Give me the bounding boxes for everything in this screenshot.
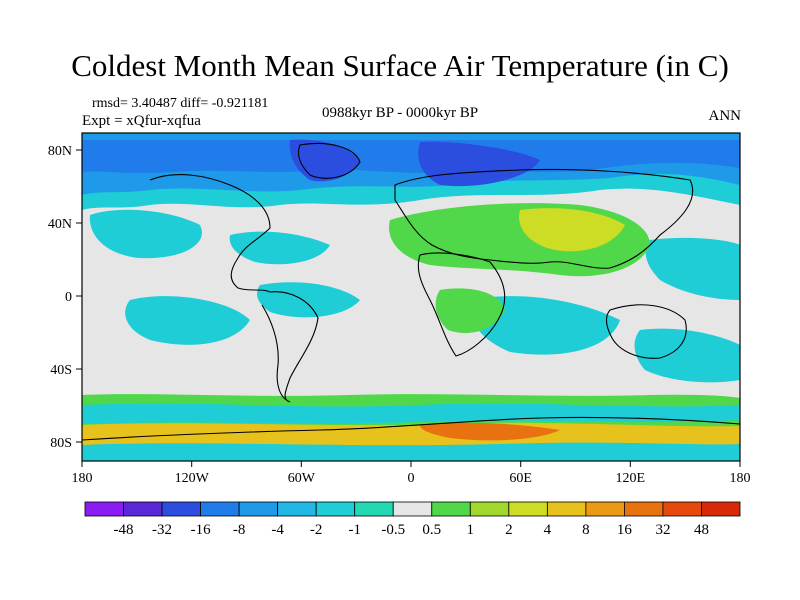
colorbar-swatch <box>508 501 548 517</box>
lat-tick-label: 40N <box>48 217 72 232</box>
lon-tick-label: 60E <box>509 471 532 486</box>
south-america-coast <box>261 291 319 403</box>
colorbar-swatch <box>546 501 587 517</box>
temperature-field <box>82 133 740 461</box>
antarctica-coast <box>82 416 740 441</box>
colorbar-swatch <box>392 501 433 517</box>
colorbar-label: 32 <box>655 522 670 538</box>
ocean-cool-patch-7 <box>645 237 740 300</box>
colorbar-label: -32 <box>152 522 172 538</box>
lat-tick-label: 80N <box>48 144 72 159</box>
colorbar-label: -2 <box>310 522 323 538</box>
greenland-coast <box>297 142 361 179</box>
coastlines <box>82 142 740 441</box>
experiment-label: Expt = xQfur-xqfua <box>82 113 201 129</box>
colorbar-swatch <box>161 501 201 517</box>
lon-tick-label: 120E <box>616 471 646 486</box>
siberia-cold-patch <box>418 141 540 187</box>
rmsd-diff-text: rmsd= 3.40487 diff= -0.921181 <box>92 96 269 111</box>
colorbar-swatch <box>315 501 356 517</box>
africa-anomaly <box>435 288 505 334</box>
greenland-cold-patch <box>289 139 360 182</box>
season-label: ANN <box>708 108 742 124</box>
lat-tick-label: 80S <box>50 436 72 451</box>
colorbar-label: 2 <box>505 522 513 538</box>
antarctic-edge-band <box>82 442 740 461</box>
africa-coast <box>417 252 506 357</box>
lon-tick-label: 0 <box>408 471 415 486</box>
colorbar-label: 1 <box>467 522 475 538</box>
colorbar-swatch <box>238 501 279 517</box>
colorbar-swatch <box>84 501 124 517</box>
colorbar-label: 4 <box>544 522 552 538</box>
colorbar-label: -8 <box>233 522 246 538</box>
colorbar-label: -0.5 <box>381 522 405 538</box>
lon-tick-label: 180 <box>72 471 93 486</box>
colorbar-swatch <box>585 501 625 517</box>
colorbar-label: -1 <box>348 522 361 538</box>
colorbar: -48 -32 -16 -8 -4 -2 -1 -0.5 0.5 1 2 4 8 16 32 48 <box>84 501 741 538</box>
antarctic-hot-patch <box>420 422 560 441</box>
lat-tick-label: 40S <box>50 363 72 378</box>
lon-tick-label: 60W <box>288 471 316 486</box>
colorbar-swatch <box>469 501 510 517</box>
ocean-cool-patch-6 <box>634 328 740 383</box>
lon-tick-label: 180 <box>730 471 751 486</box>
lat-tick-label: 0 <box>65 290 72 305</box>
colorbar-label: -48 <box>114 522 134 538</box>
map-ticks <box>76 149 741 467</box>
colorbar-label: -16 <box>191 522 211 538</box>
colorbar-swatch <box>200 501 240 517</box>
ocean-cool-patch-2 <box>229 231 330 265</box>
colorbar-swatch <box>354 501 394 517</box>
southern-ocean-cool <box>82 403 740 424</box>
period-label: 0988kyr BP - 0000kyr BP <box>321 105 479 121</box>
plot-title: Coldest Month Mean Surface Air Temperatu… <box>71 48 729 83</box>
arctic-cold-core-1 <box>82 140 740 173</box>
colorbar-label: -4 <box>271 522 284 538</box>
colorbar-label: 48 <box>694 522 709 538</box>
colorbar-swatch <box>431 501 471 517</box>
lon-tick-label: 120W <box>175 471 210 486</box>
colorbar-label: 16 <box>617 522 633 538</box>
central-asia-anomaly <box>519 208 625 252</box>
colorbar-swatch <box>277 501 317 517</box>
australia-coast <box>605 304 687 359</box>
colorbar-swatch <box>701 501 741 517</box>
ocean-cool-patch-3 <box>257 282 360 318</box>
colorbar-swatch <box>123 501 163 517</box>
colorbar-swatch <box>624 501 664 517</box>
north-america-coast <box>149 174 271 293</box>
ocean-cool-patch-4 <box>125 296 250 345</box>
colorbar-label: 8 <box>582 522 590 538</box>
colorbar-label: 0.5 <box>422 522 441 538</box>
ocean-cool-patch-1 <box>89 209 202 259</box>
colorbar-swatch <box>662 501 702 517</box>
ocean-cool-patch-5 <box>469 296 620 355</box>
